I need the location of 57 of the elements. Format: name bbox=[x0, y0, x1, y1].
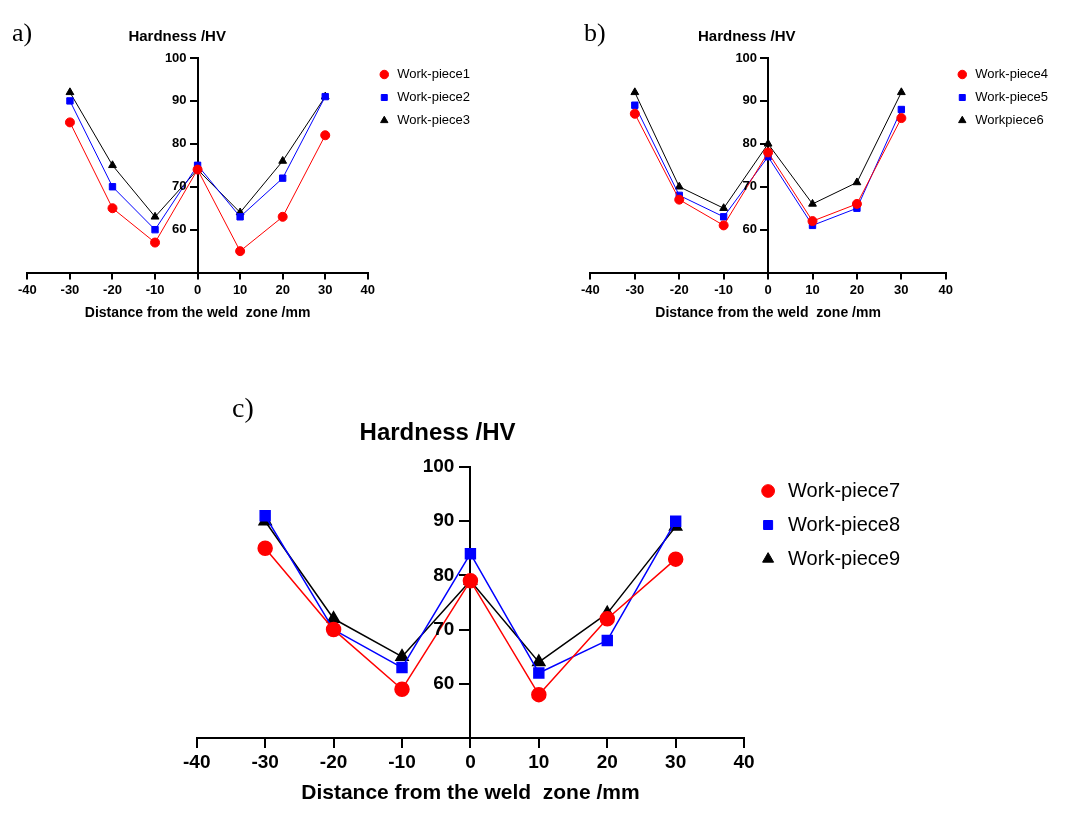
x-tick-label: -20 bbox=[319, 750, 348, 772]
x-tick-label: 20 bbox=[849, 281, 865, 297]
x-tick-label: 0 bbox=[193, 281, 202, 297]
x-tick-label: -10 bbox=[714, 281, 734, 297]
y-tick-label: 80 bbox=[433, 563, 455, 585]
legend-label: Work-piece1 bbox=[397, 66, 470, 82]
y-tick-label: 80 bbox=[172, 135, 187, 151]
x-tick-label: 40 bbox=[360, 281, 375, 297]
x-tick-label: 10 bbox=[232, 281, 248, 297]
text: b) bbox=[584, 18, 606, 48]
x-axis-title: Distance from the weld zone /mm bbox=[301, 780, 640, 804]
y-tick-label: 90 bbox=[742, 92, 758, 108]
x-tick-label: -40 bbox=[581, 281, 600, 297]
legend-label: Workpiece6 bbox=[975, 112, 1044, 128]
legend-label: Work-piece9 bbox=[788, 546, 901, 569]
x-tick-label: 40 bbox=[938, 281, 953, 297]
x-tick-label: 20 bbox=[275, 281, 290, 297]
chart-title: Hardness /HV bbox=[128, 26, 226, 44]
x-tick-label: 10 bbox=[805, 281, 820, 297]
y-tick-label: 60 bbox=[172, 221, 187, 237]
x-tick-label: 30 bbox=[894, 281, 909, 297]
y-tick-label: 90 bbox=[172, 92, 187, 108]
y-tick-label: 90 bbox=[433, 509, 455, 531]
chart-title: Hardness /HV bbox=[359, 417, 516, 445]
x-tick-label: -10 bbox=[145, 281, 165, 297]
chart-title: Hardness /HV bbox=[697, 26, 796, 44]
legend-label: Work-piece5 bbox=[975, 89, 1048, 105]
legend-label: Work-piece3 bbox=[397, 112, 470, 128]
text: a) bbox=[12, 18, 33, 48]
legend-label: Work-piece8 bbox=[788, 512, 901, 535]
x-tick-label: -20 bbox=[669, 281, 689, 297]
y-tick-label: 60 bbox=[433, 672, 455, 694]
x-axis-title: Distance from the weld zone /mm bbox=[655, 304, 881, 321]
y-tick-label: 100 bbox=[164, 49, 187, 65]
x-tick-label: 0 bbox=[764, 281, 772, 297]
legend-label: Work-piece2 bbox=[397, 89, 470, 105]
legend-label: Work-piece7 bbox=[788, 478, 901, 501]
x-axis-title: Distance from the weld zone /mm bbox=[84, 304, 311, 321]
x-tick-label: 0 bbox=[465, 750, 476, 772]
x-tick-label: -30 bbox=[625, 281, 645, 297]
text: c) bbox=[232, 392, 254, 424]
x-tick-label: 10 bbox=[528, 750, 550, 772]
y-tick-label: 80 bbox=[742, 135, 758, 151]
y-tick-label: 100 bbox=[422, 455, 455, 477]
y-tick-label: 60 bbox=[742, 221, 758, 237]
x-tick-label: -30 bbox=[60, 281, 80, 297]
x-tick-label: -40 bbox=[18, 281, 37, 297]
legend-label: Work-piece4 bbox=[975, 66, 1048, 82]
x-tick-label: 20 bbox=[596, 750, 618, 772]
x-tick-label: -30 bbox=[251, 750, 279, 772]
x-tick-label: 30 bbox=[665, 750, 687, 772]
x-tick-label: -20 bbox=[103, 281, 122, 297]
x-tick-label: 40 bbox=[733, 750, 755, 772]
x-tick-label: -40 bbox=[183, 750, 211, 772]
x-tick-label: 30 bbox=[317, 281, 333, 297]
y-tick-label: 100 bbox=[735, 49, 758, 65]
x-tick-label: -10 bbox=[388, 750, 416, 772]
